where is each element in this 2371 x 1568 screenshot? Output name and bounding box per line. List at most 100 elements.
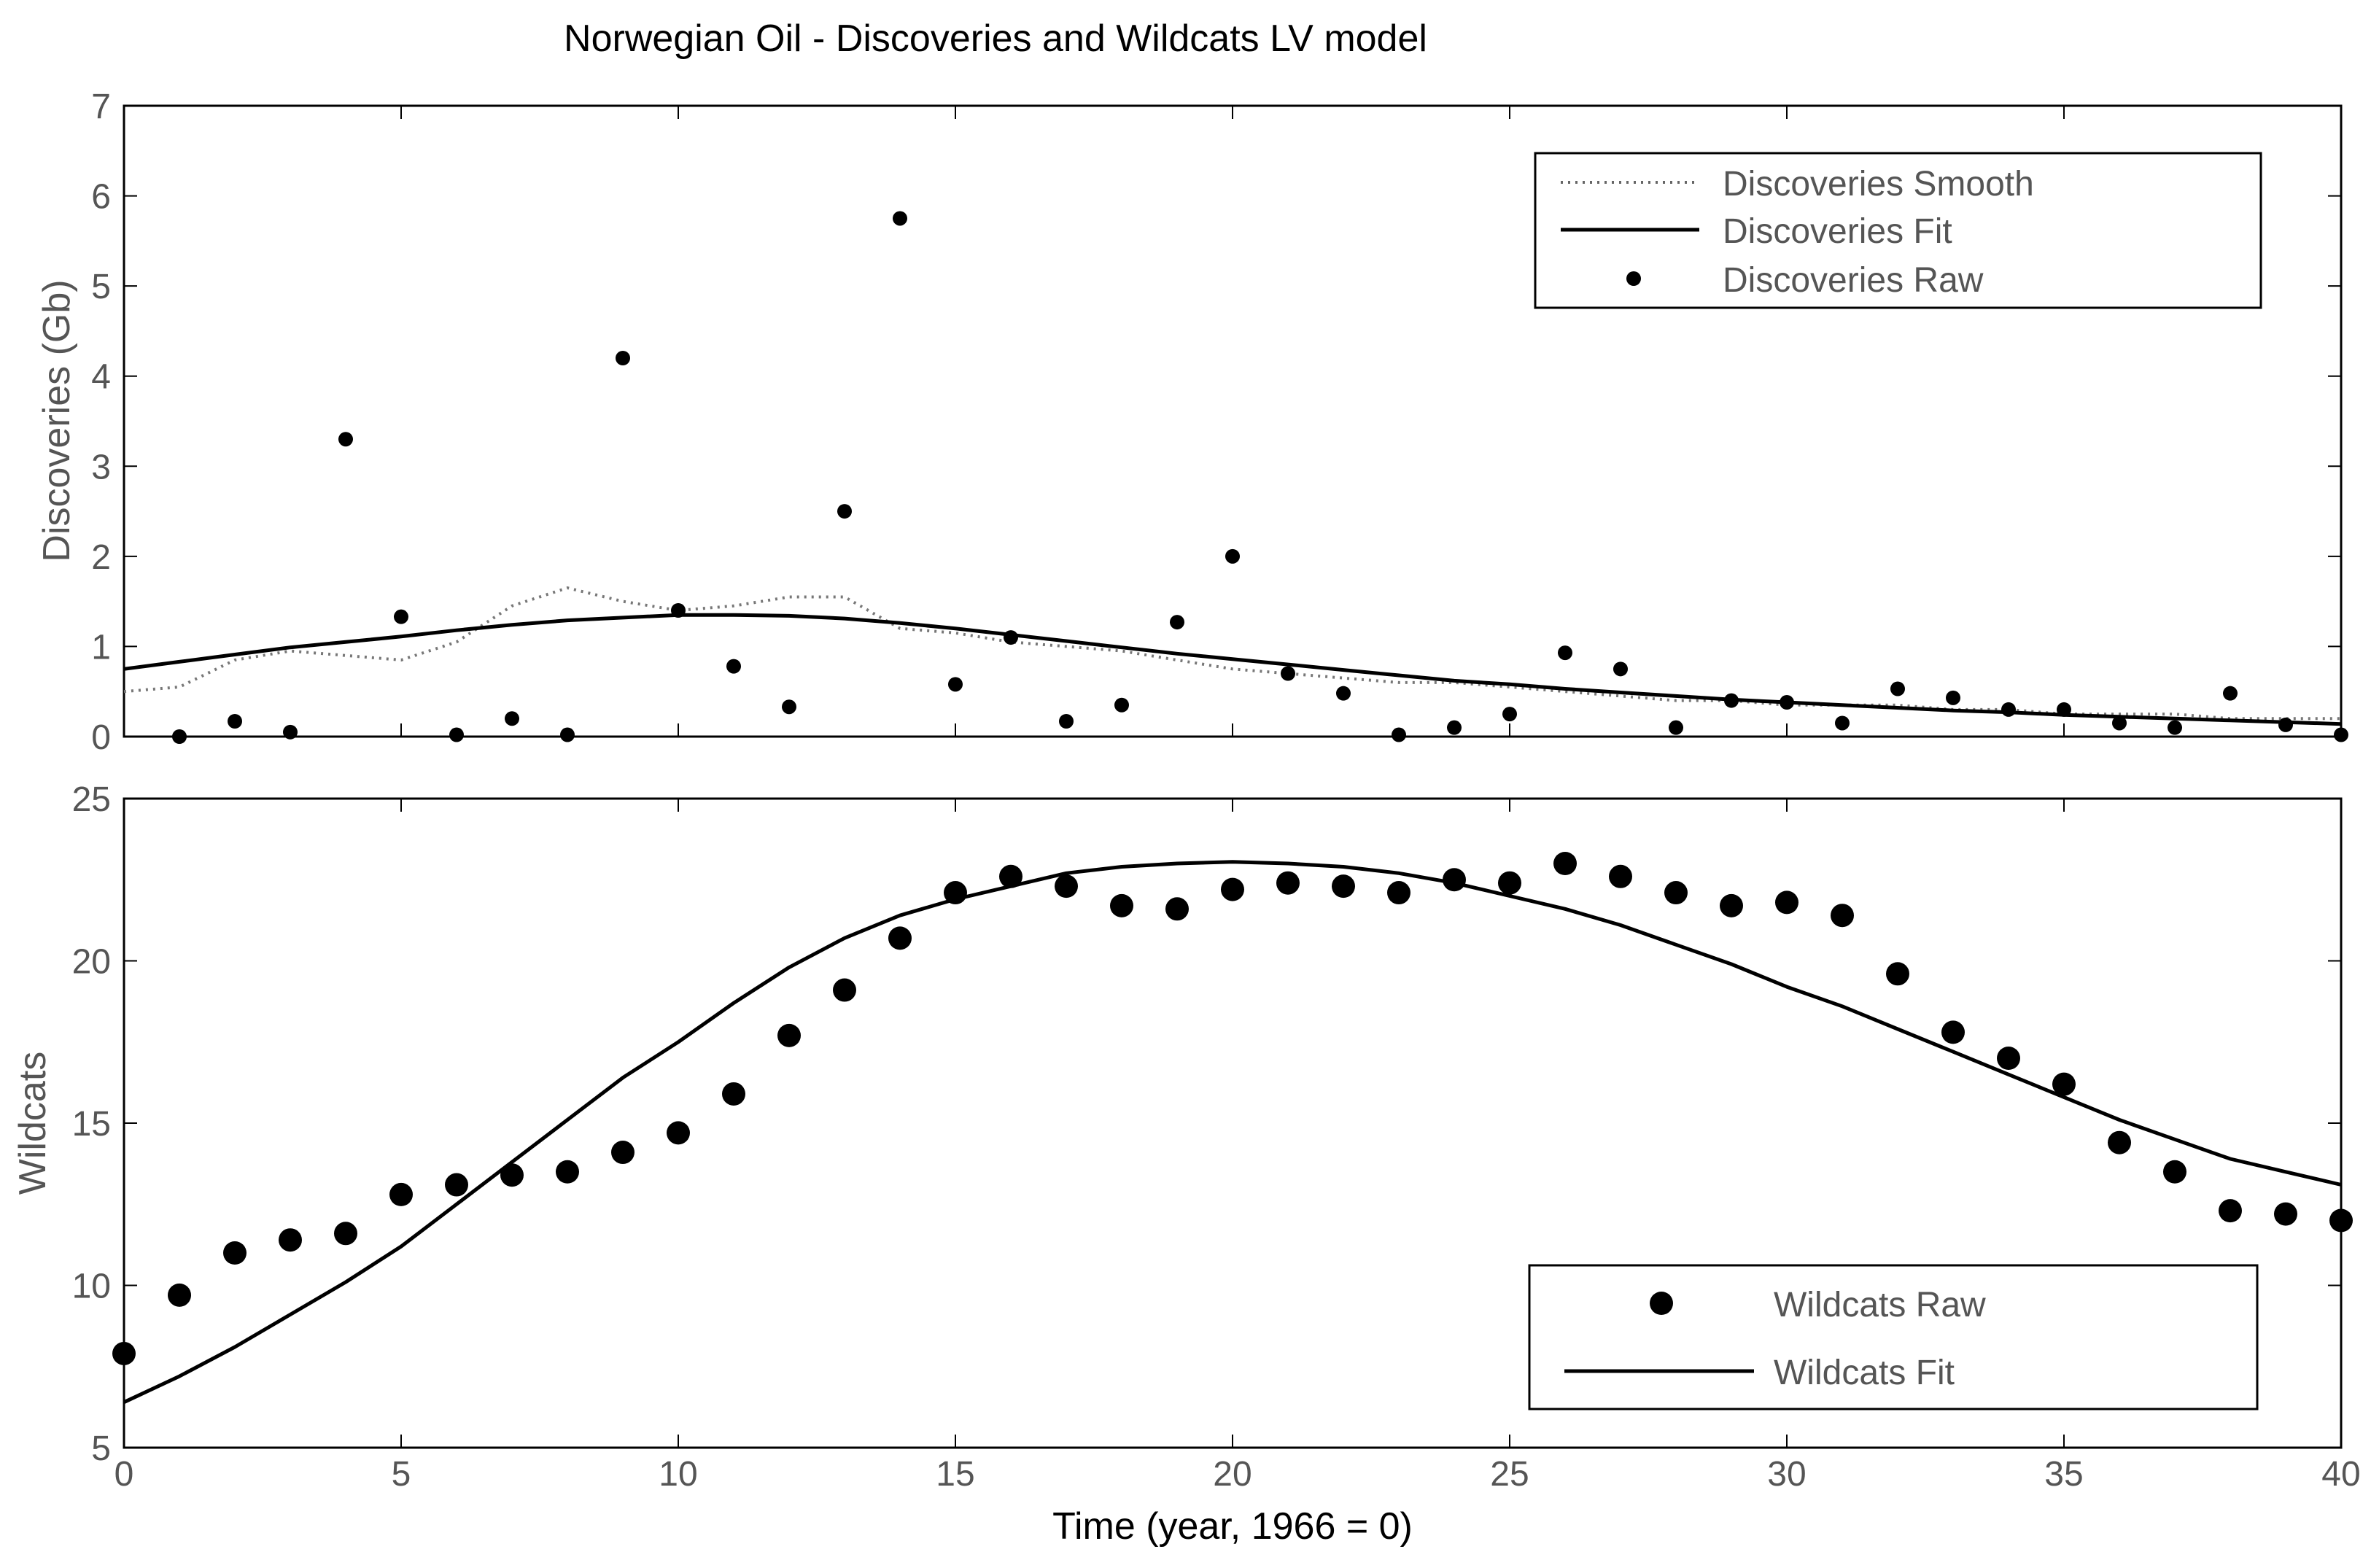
discoveries-raw-point	[394, 609, 408, 624]
discoveries-y-tick-label: 3	[91, 448, 111, 486]
discoveries-legend: Discoveries Smooth Discoveries Fit Disco…	[1534, 152, 2262, 309]
discoveries-raw-point	[948, 677, 963, 692]
x-tick-label: 35	[2044, 1455, 2083, 1494]
legend-swatch-wildcats-raw	[1650, 1292, 1673, 1315]
discoveries-raw-point	[671, 603, 686, 618]
wildcats-raw-point	[2052, 1072, 2076, 1096]
discoveries-raw-point	[283, 724, 298, 740]
discoveries-raw-point	[1613, 661, 1628, 677]
wildcats-raw-point	[611, 1141, 635, 1165]
discoveries-raw-point	[1281, 666, 1295, 681]
wildcats-y-tick-label: 15	[72, 1105, 111, 1144]
x-tick-label: 15	[936, 1455, 974, 1494]
x-tick-label: 20	[1213, 1455, 1252, 1494]
wildcats-raw-point	[112, 1341, 136, 1365]
x-tick-label: 30	[1767, 1455, 1806, 1494]
discoveries-raw-point	[172, 729, 187, 744]
wildcats-fit-line	[123, 860, 2342, 1404]
wildcats-legend-box	[1528, 1264, 2259, 1410]
discoveries-raw-point	[1447, 720, 1462, 735]
discoveries-raw-point	[2001, 702, 2016, 717]
wildcats-raw-point	[1886, 962, 1909, 986]
discoveries-raw-point	[1835, 715, 1850, 731]
discoveries-raw-point	[505, 711, 519, 726]
wildcats-raw-point	[1775, 890, 1798, 915]
discoveries-raw-point	[1780, 695, 1794, 710]
legend-label-discoveries-fit: Discoveries Fit	[1723, 212, 1952, 251]
wildcats-raw-point	[445, 1173, 468, 1197]
wildcats-raw-point	[1387, 881, 1410, 905]
wildcats-y-tick-label: 5	[91, 1429, 111, 1468]
wildcats-y-tick-label: 25	[72, 780, 111, 819]
wildcats-raw-point	[833, 978, 856, 1002]
discoveries-y-tick-label: 0	[91, 718, 111, 757]
wildcats-raw-point	[1498, 871, 1521, 895]
discoveries-raw-point	[1004, 630, 1018, 645]
discoveries-raw-point	[616, 351, 630, 365]
discoveries-raw-point	[782, 699, 796, 715]
wildcats-raw-point	[1609, 864, 1632, 888]
wildcats-y-axis-label: Wildcats	[12, 1052, 54, 1195]
wildcats-raw-point	[2329, 1208, 2353, 1233]
wildcats-raw-point	[223, 1241, 247, 1265]
discoveries-raw-point	[228, 713, 242, 729]
discoveries-ticks: 0 1 2 3 4 5 6 7	[91, 88, 2342, 757]
discoveries-raw-point	[2278, 717, 2293, 732]
wildcats-legend: Wildcats Raw Wildcats Fit	[1528, 1264, 2259, 1410]
discoveries-y-tick-label: 6	[91, 178, 111, 217]
wildcats-raw-point	[168, 1283, 191, 1307]
discoveries-raw-point	[338, 432, 353, 447]
wildcats-raw-point	[556, 1160, 579, 1184]
x-tick-label: 10	[659, 1455, 697, 1494]
discoveries-y-tick-label: 2	[91, 538, 111, 577]
discoveries-raw-point	[1890, 681, 1905, 696]
discoveries-panel: 0 1 2 3 4 5 6 7 Discoveries (Gb) Discoveries Sm…	[36, 88, 2348, 757]
wildcats-raw-point	[279, 1228, 302, 1252]
discoveries-raw-point	[2334, 727, 2348, 742]
discoveries-y-tick-label: 4	[91, 358, 111, 397]
wildcats-raw-point	[2219, 1199, 2242, 1223]
x-tick-label: 0	[115, 1455, 134, 1494]
wildcats-raw-point	[1941, 1020, 1965, 1044]
discoveries-y-axis-label: Discoveries (Gb)	[36, 279, 78, 562]
legend-label-discoveries-smooth: Discoveries Smooth	[1723, 165, 2034, 203]
wildcats-raw-point	[1055, 874, 1078, 899]
x-tick-label: 25	[1490, 1455, 1529, 1494]
wildcats-raw-point	[1664, 881, 1688, 905]
discoveries-smooth-line	[123, 586, 2341, 721]
discoveries-raw-point	[1336, 686, 1351, 701]
discoveries-raw-point	[1558, 645, 1572, 661]
wildcats-raw-point	[334, 1222, 357, 1246]
discoveries-raw-point	[837, 504, 852, 519]
wildcats-series	[112, 852, 2353, 1404]
wildcats-raw-point	[888, 926, 912, 950]
discoveries-raw-point	[1724, 693, 1739, 708]
discoveries-raw-point	[1225, 548, 1240, 564]
wildcats-raw-point	[500, 1163, 524, 1187]
discoveries-raw-point	[560, 727, 575, 742]
discoveries-raw-point	[449, 727, 464, 742]
wildcats-raw-point	[667, 1121, 690, 1145]
wildcats-raw-point	[999, 864, 1022, 888]
discoveries-raw-point	[1170, 615, 1184, 630]
discoveries-raw-point	[1392, 727, 1406, 742]
legend-label-discoveries-raw: Discoveries Raw	[1723, 261, 1984, 300]
discoveries-raw-point	[893, 211, 907, 226]
wildcats-raw-point	[1110, 893, 1133, 917]
wildcats-raw-point	[1332, 874, 1355, 899]
legend-label-wildcats-fit: Wildcats Fit	[1774, 1354, 1955, 1392]
wildcats-y-tick-label: 20	[72, 943, 111, 982]
wildcats-raw-point	[2274, 1202, 2297, 1226]
wildcats-raw-point	[1165, 897, 1189, 921]
discoveries-fit-line	[123, 613, 2342, 726]
wildcats-raw-point	[1276, 871, 1300, 895]
discoveries-series	[123, 211, 2348, 744]
wildcats-raw-point	[1997, 1047, 2020, 1070]
discoveries-y-tick-label: 7	[91, 88, 111, 126]
x-tick-label: 40	[2321, 1455, 2360, 1494]
legend-label-wildcats-raw: Wildcats Raw	[1774, 1286, 1986, 1324]
discoveries-raw-point	[726, 659, 741, 674]
wildcats-raw-point	[777, 1023, 801, 1047]
